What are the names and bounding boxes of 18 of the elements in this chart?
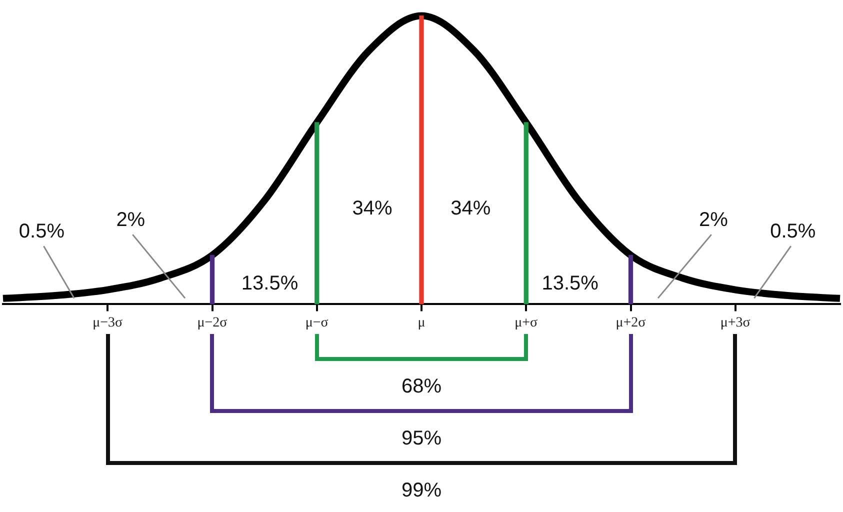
- annotation: 34%: [450, 198, 491, 220]
- annotation: 0.5%: [770, 220, 816, 243]
- x-tick-label: μ−3σ: [92, 315, 124, 330]
- annotation: 13.5%: [241, 272, 298, 295]
- text: 95%: [401, 428, 442, 450]
- text: 68%: [401, 376, 442, 398]
- x-tick-label: μ−2σ: [197, 315, 228, 330]
- x-tick-label: μ−σ: [305, 315, 329, 330]
- annotation: 2%: [116, 209, 146, 232]
- annotation: 0.5%: [18, 220, 65, 243]
- annotation: 13.5%: [542, 272, 599, 295]
- annotation: 2%: [698, 209, 728, 232]
- x-tick-label: μ+σ: [514, 315, 538, 330]
- x-tick-label: μ+2σ: [616, 315, 646, 330]
- x-tick-label: μ+3σ: [720, 315, 751, 330]
- annotation: 34%: [352, 198, 393, 220]
- text: 99%: [401, 480, 442, 502]
- x-tick-label: μ: [418, 315, 426, 330]
